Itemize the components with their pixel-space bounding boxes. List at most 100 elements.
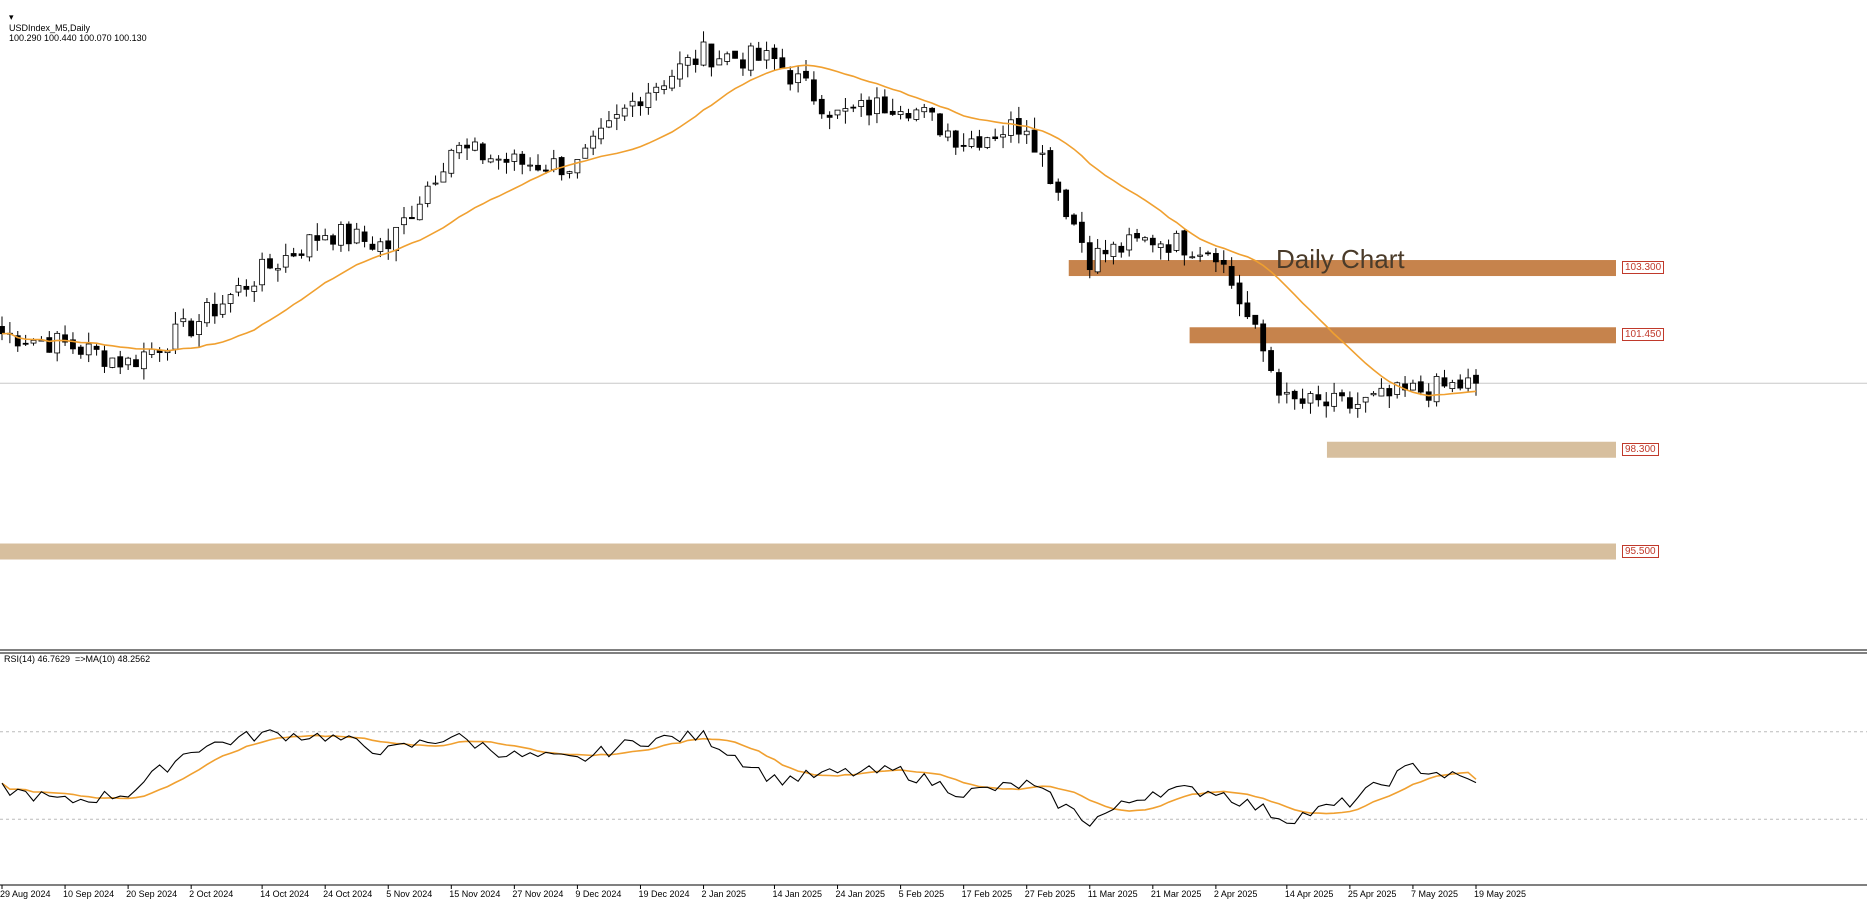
level-label: 101.450: [1622, 328, 1665, 342]
candle-body: [897, 111, 904, 116]
candle-body: [85, 343, 92, 356]
candle-body: [1212, 253, 1219, 263]
x-tick-label: 27 Feb 2025: [1024, 889, 1076, 899]
level-band-3: [0, 543, 1616, 560]
candle-body: [1118, 245, 1125, 253]
candle-body: [1181, 230, 1188, 256]
candle-body: [464, 144, 470, 149]
candle-body: [1441, 377, 1448, 387]
candle-body: [101, 350, 108, 367]
candle-body: [1260, 323, 1267, 352]
candle-body: [1023, 130, 1030, 136]
x-tick-label: 29 Aug 2024: [0, 889, 51, 899]
candle-body: [1039, 152, 1046, 155]
candle-body: [1102, 249, 1109, 255]
candle-body: [1457, 379, 1464, 389]
x-tick-label: 10 Sep 2024: [63, 889, 115, 899]
candle-body: [1165, 244, 1172, 253]
candle-body: [535, 164, 541, 171]
candle-body: [133, 359, 139, 368]
candle-body: [684, 57, 691, 66]
candle-body: [243, 285, 250, 290]
x-tick-label: 20 Sep 2024: [126, 889, 178, 899]
candle-body: [574, 159, 581, 174]
level-label: 95.500: [1622, 544, 1659, 558]
candle-body: [740, 59, 746, 69]
candle-body: [716, 58, 723, 66]
candle-body: [984, 137, 991, 148]
candle-body: [1268, 350, 1274, 371]
x-tick-label: 7 May 2025: [1410, 889, 1458, 899]
x-tick-label: 19 May 2025: [1474, 889, 1527, 899]
x-tick-label: 14 Oct 2024: [260, 889, 310, 899]
candle-body: [1283, 391, 1290, 395]
x-tick-label: 5 Feb 2025: [898, 889, 945, 899]
candle-body: [527, 164, 534, 167]
x-tick-label: 11 Mar 2025: [1087, 889, 1138, 899]
candle-body: [1094, 247, 1101, 273]
candle-body: [1189, 256, 1196, 259]
rsi-ma-line: [1, 734, 1477, 815]
candle-body: [1307, 393, 1314, 404]
candle-body: [267, 258, 273, 269]
candle-body: [204, 302, 210, 324]
price-moving-average: [1, 64, 1477, 397]
candle-body: [1331, 392, 1338, 407]
candle-body: [361, 231, 368, 242]
level-band-1: [1189, 327, 1616, 344]
x-tick-label: 14 Jan 2025: [772, 889, 823, 899]
candle-body: [929, 107, 936, 113]
candle-body: [424, 185, 431, 204]
candle-body: [1346, 397, 1353, 409]
candle-body: [1110, 243, 1117, 257]
candle-body: [1323, 401, 1330, 407]
candle-body: [645, 92, 652, 108]
rsi-line: [1, 729, 1477, 827]
candle-body: [46, 337, 53, 353]
candle-body: [866, 99, 872, 116]
candle-body: [661, 85, 668, 90]
candle-body: [1205, 252, 1211, 255]
candle-body: [700, 41, 707, 66]
level-band-0: [1068, 260, 1616, 277]
candle-body: [456, 144, 463, 154]
x-tick-label: 21 Mar 2025: [1150, 889, 1202, 899]
candle-body: [440, 171, 447, 183]
candle-body: [747, 45, 754, 71]
candle-body: [345, 223, 352, 245]
candle-body: [432, 182, 439, 185]
candle-body: [676, 63, 683, 80]
candle-body: [952, 130, 959, 148]
candle-body: [125, 357, 132, 366]
candle-body: [889, 110, 896, 115]
candle-body: [1410, 382, 1416, 391]
candle-body: [566, 171, 573, 174]
candle-body: [54, 332, 61, 354]
candle-body: [338, 224, 344, 246]
candle-body: [274, 268, 281, 271]
candle-body: [976, 136, 983, 148]
candle-body: [1047, 150, 1054, 185]
candle-body: [669, 75, 675, 89]
candle-body: [1354, 403, 1361, 409]
candle-body: [1315, 394, 1322, 401]
candle-body: [1071, 214, 1077, 225]
candle-body: [1252, 314, 1259, 325]
candle-body: [874, 97, 880, 115]
candle-body: [850, 106, 857, 109]
candle-body: [180, 318, 187, 323]
candle-body: [117, 356, 124, 368]
candle-body: [1000, 134, 1006, 138]
x-tick-label: 5 Nov 2024: [386, 889, 433, 899]
candle-body: [1149, 237, 1156, 246]
candle-body: [1378, 387, 1385, 397]
candle-body: [1433, 376, 1440, 403]
candle-body: [211, 303, 218, 317]
chart-title: USDIndex_M5,Daily: [9, 23, 91, 33]
candle-body: [282, 255, 289, 268]
candle-body: [755, 47, 762, 61]
candle-body: [30, 339, 37, 344]
candle-body: [22, 342, 29, 345]
candle-body: [448, 149, 455, 174]
